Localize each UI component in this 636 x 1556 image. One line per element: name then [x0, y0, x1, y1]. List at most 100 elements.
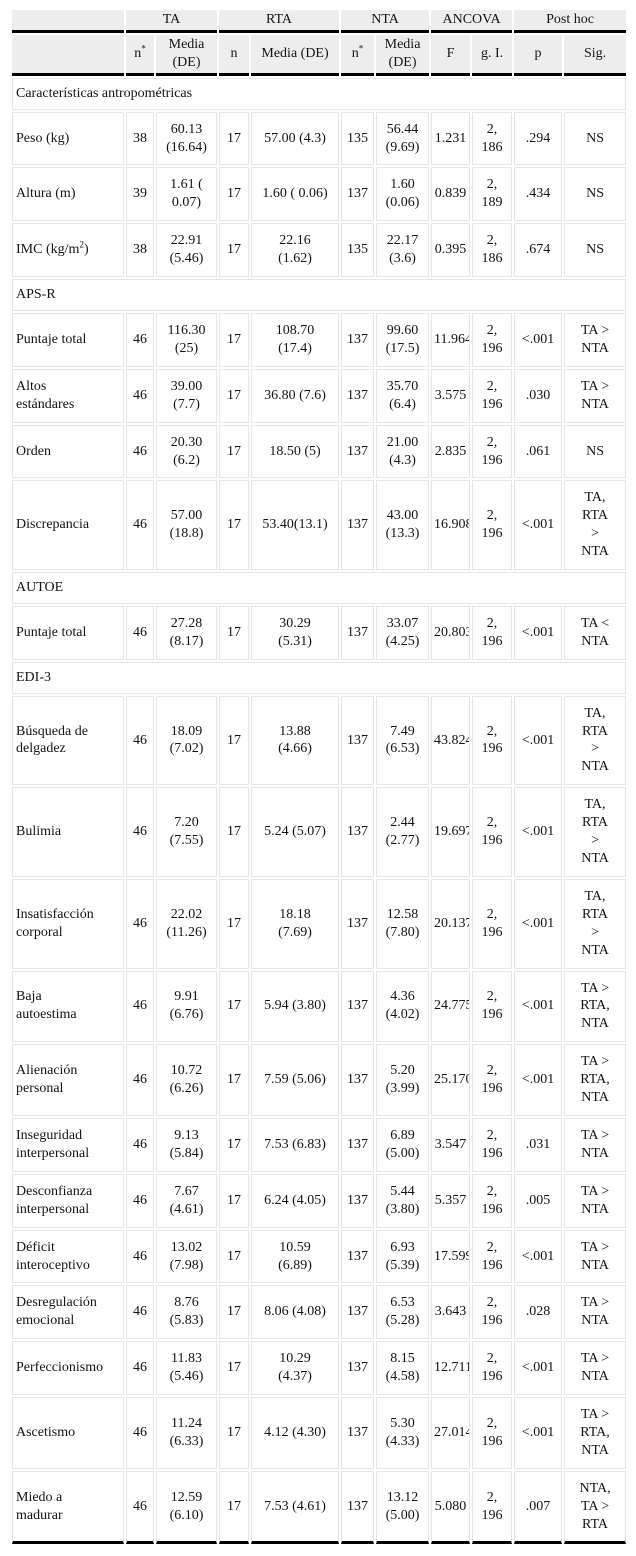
sig-cell: NS — [564, 223, 627, 278]
n-rta-cell: 17 — [219, 111, 250, 166]
row-label: Puntaje total — [12, 605, 124, 660]
table-row: Peso (kg) 38 60.13 (16.64) 17 57.00 (4.3) 135… — [12, 111, 627, 166]
group-header-ancova: ANCOVA — [431, 10, 513, 33]
p-value-cell: .030 — [514, 368, 563, 423]
media-nta-cell: 1.60 (0.06) — [376, 167, 430, 222]
sig-cell: NS — [564, 111, 627, 166]
n-nta-cell: 137 — [341, 167, 375, 222]
n-nta-cell: 137 — [341, 312, 375, 367]
media-ta-cell: 22.91 (5.46) — [156, 223, 218, 278]
n-ta-cell: 46 — [126, 1173, 154, 1228]
p-value-cell: <.001 — [514, 695, 563, 786]
section-row: AUTOE — [12, 572, 627, 604]
p-value-cell: .007 — [514, 1470, 563, 1545]
n-nta-cell: 137 — [341, 878, 375, 969]
row-label: Desconfianza interpersonal — [12, 1173, 124, 1228]
n-nta-cell: 135 — [341, 223, 375, 278]
df-cell: 2, 196 — [472, 424, 513, 479]
row-label: Desregulación emocional — [12, 1285, 124, 1340]
row-label: Bulimia — [12, 787, 124, 877]
row-label: Discrepancia — [12, 480, 124, 571]
media-nta-cell: 6.53 (5.28) — [376, 1285, 430, 1340]
media-nta-cell: 6.93 (5.39) — [376, 1229, 430, 1284]
p-value-cell: .005 — [514, 1173, 563, 1228]
f-value-cell: 25.170 — [431, 1044, 471, 1116]
col-header-f: F — [431, 34, 471, 76]
n-nta-cell: 137 — [341, 480, 375, 571]
media-rta-cell: 13.88 (4.66) — [251, 695, 340, 786]
group-header-row: TA RTA NTA ANCOVA Post hoc — [12, 10, 627, 33]
media-nta-cell: 4.36 (4.02) — [376, 970, 430, 1043]
n-rta-cell: 17 — [219, 1173, 250, 1228]
n-ta-cell: 46 — [126, 1117, 154, 1172]
df-cell: 2, 196 — [472, 878, 513, 969]
row-label: Déficit interoceptivo — [12, 1229, 124, 1284]
row-label: Insatisfacción corporal — [12, 878, 124, 969]
n-nta-cell: 137 — [341, 695, 375, 786]
col-header-n-nta: n* — [341, 34, 375, 76]
n-rta-cell: 17 — [219, 368, 250, 423]
media-rta-cell: 10.29 (4.37) — [251, 1341, 340, 1396]
section-row: APS-R — [12, 279, 627, 311]
section-row: EDI-3 — [12, 661, 627, 694]
p-value-cell: <.001 — [514, 312, 563, 367]
f-value-cell: 1.231 — [431, 111, 471, 166]
df-cell: 2, 186 — [472, 111, 513, 166]
media-ta-cell: 9.91 (6.76) — [156, 970, 218, 1043]
n-ta-cell: 46 — [126, 1341, 154, 1396]
p-value-cell: .434 — [514, 167, 563, 222]
p-value-cell: <.001 — [514, 1044, 563, 1116]
media-rta-cell: 22.16 (1.62) — [251, 223, 340, 278]
p-value-cell: .674 — [514, 223, 563, 278]
media-nta-cell: 35.70 (6.4) — [376, 368, 430, 423]
df-cell: 2, 189 — [472, 167, 513, 222]
group-header-rta: RTA — [219, 10, 340, 33]
sig-cell: NS — [564, 424, 627, 479]
n-rta-cell: 17 — [219, 424, 250, 479]
n-rta-cell: 17 — [219, 878, 250, 969]
media-ta-cell: 18.09 (7.02) — [156, 695, 218, 786]
col-header-n-rta: n — [219, 34, 250, 76]
media-rta-cell: 5.24 (5.07) — [251, 787, 340, 877]
n-rta-cell: 17 — [219, 1117, 250, 1172]
media-ta-cell: 12.59 (6.10) — [156, 1470, 218, 1545]
f-value-cell: 17.599 — [431, 1229, 471, 1284]
n-ta-cell: 46 — [126, 1229, 154, 1284]
table-row: Ascetismo 46 11.24 (6.33) 17 4.12 (4.30) 137 5… — [12, 1397, 627, 1469]
media-ta-cell: 11.83 (5.46) — [156, 1341, 218, 1396]
table-row: Desconfianza interpersonal 46 7.67 (4.61) 1… — [12, 1173, 627, 1228]
n-nta-cell: 137 — [341, 1285, 375, 1340]
n-ta-cell: 38 — [126, 111, 154, 166]
f-value-cell: 0.839 — [431, 167, 471, 222]
row-label: Alienación personal — [12, 1044, 124, 1116]
sig-cell: TA > NTA — [564, 1117, 627, 1172]
n-ta-cell: 46 — [126, 480, 154, 571]
media-ta-cell: 7.20 (7.55) — [156, 787, 218, 877]
section-row: Características antropométricas — [12, 77, 627, 110]
df-cell: 2, 196 — [472, 605, 513, 660]
col-header-media-nta: Media (DE) — [376, 34, 430, 76]
media-ta-cell: 22.02 (11.26) — [156, 878, 218, 969]
n-nta-cell: 137 — [341, 1229, 375, 1284]
section-title: Características antropométricas — [12, 77, 627, 110]
df-cell: 2, 196 — [472, 695, 513, 786]
media-nta-cell: 5.20 (3.99) — [376, 1044, 430, 1116]
n-ta-cell: 46 — [126, 424, 154, 479]
media-rta-cell: 4.12 (4.30) — [251, 1397, 340, 1469]
n-nta-cell: 137 — [341, 1044, 375, 1116]
col-header-n-ta: n* — [126, 34, 154, 76]
media-ta-cell: 10.72 (6.26) — [156, 1044, 218, 1116]
sig-cell: TA, RTA > NTA — [564, 878, 627, 969]
n-rta-cell: 17 — [219, 970, 250, 1043]
row-label: Peso (kg) — [12, 111, 124, 166]
sig-cell: TA > NTA — [564, 1285, 627, 1340]
media-rta-cell: 7.59 (5.06) — [251, 1044, 340, 1116]
media-rta-cell: 5.94 (3.80) — [251, 970, 340, 1043]
df-cell: 2, 196 — [472, 1173, 513, 1228]
f-value-cell: 3.575 — [431, 368, 471, 423]
media-rta-cell: 8.06 (4.08) — [251, 1285, 340, 1340]
section-title: APS-R — [12, 279, 627, 311]
sig-cell: TA > NTA — [564, 1173, 627, 1228]
n-nta-cell: 137 — [341, 970, 375, 1043]
n-nta-cell: 137 — [341, 787, 375, 877]
